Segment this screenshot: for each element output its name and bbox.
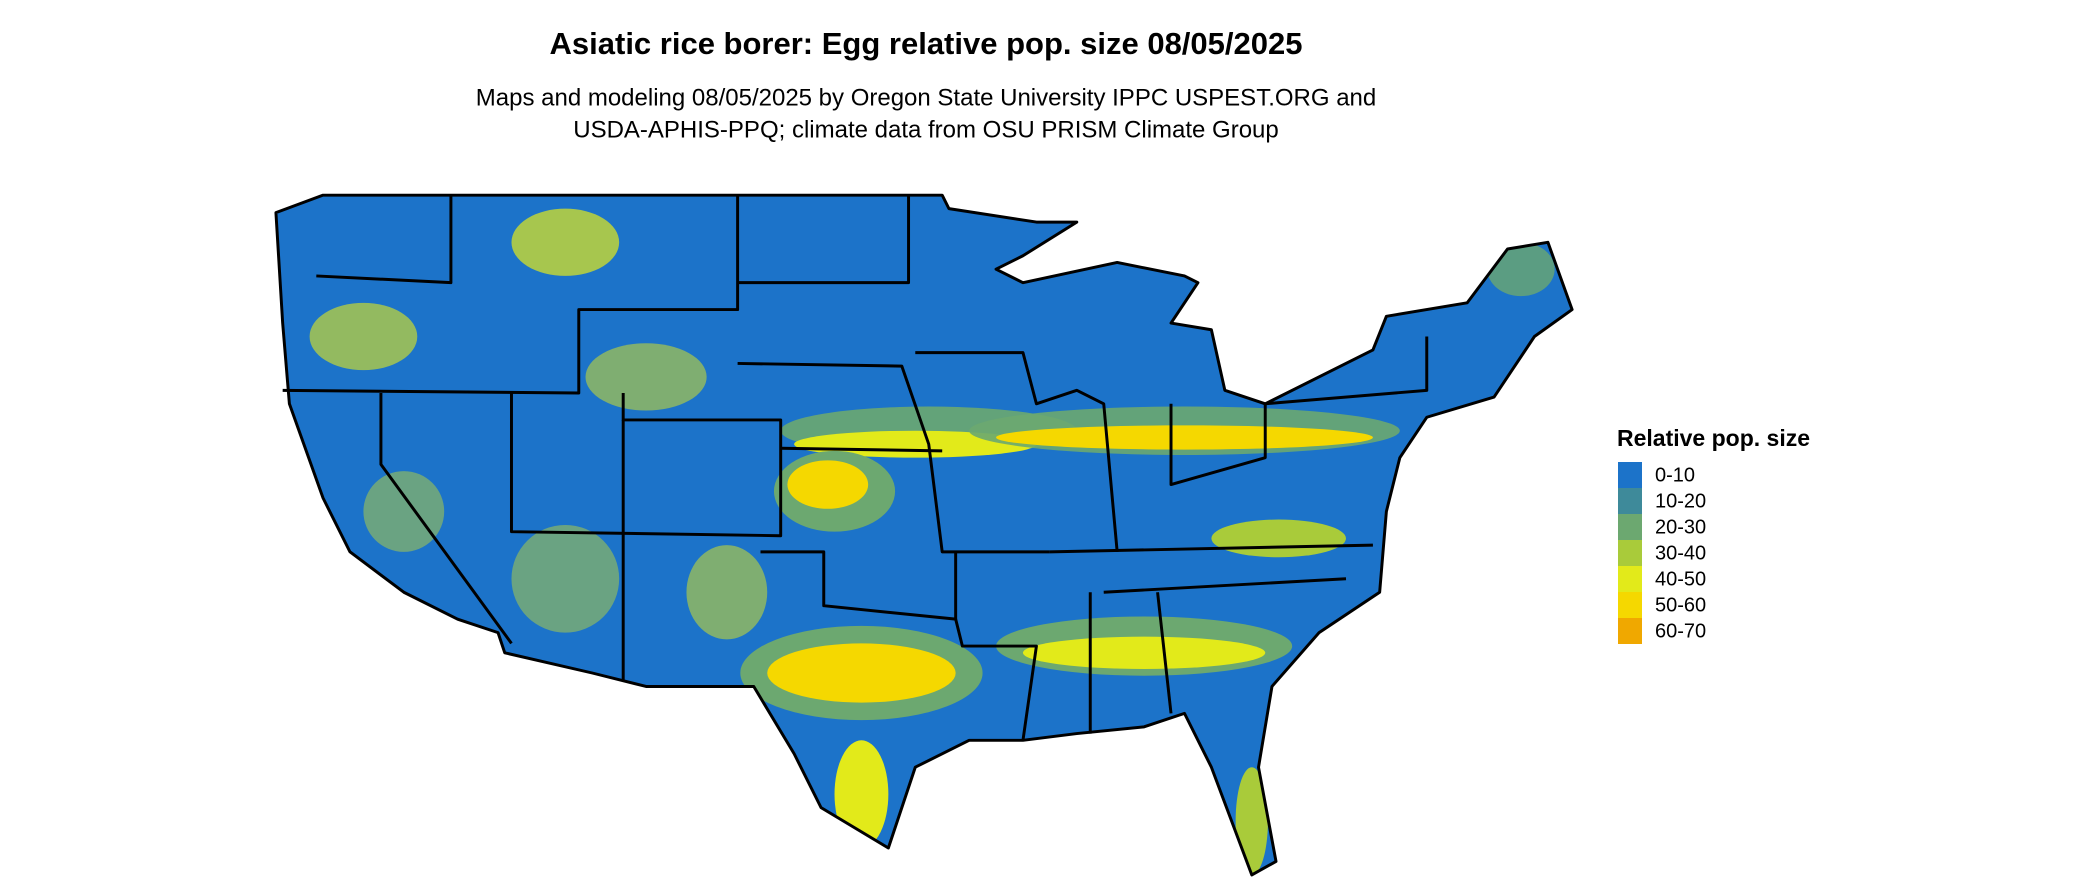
legend-label: 20-30 [1655, 516, 1706, 538]
us-map [274, 193, 1574, 877]
legend-swatch [1618, 540, 1642, 566]
legend-label: 40-50 [1655, 568, 1706, 590]
legend-label: 60-70 [1655, 620, 1706, 642]
state-borders [274, 193, 1574, 877]
legend-swatch [1618, 488, 1642, 514]
legend-label: 0-10 [1655, 464, 1695, 486]
legend: 0-10 10-20 20-30 30-40 40-50 50-60 60-70 [1618, 462, 1706, 644]
legend-swatch [1618, 592, 1642, 618]
subtitle-line: USDA-APHIS-PPQ; climate data from OSU PR… [573, 116, 1279, 143]
legend-label: 10-20 [1655, 490, 1706, 512]
map-title: Asiatic rice borer: Egg relative pop. si… [550, 26, 1303, 61]
legend-swatch [1618, 514, 1642, 540]
subtitle-line: Maps and modeling 08/05/2025 by Oregon S… [476, 84, 1376, 111]
legend-swatch [1618, 462, 1642, 488]
legend-swatch [1618, 566, 1642, 592]
legend-swatch [1618, 618, 1642, 644]
legend-title: Relative pop. size [1617, 425, 1810, 451]
risk-zones [309, 208, 1555, 875]
legend-label: 30-40 [1655, 542, 1706, 564]
land [275, 195, 1573, 875]
legend-label: 50-60 [1655, 594, 1706, 616]
